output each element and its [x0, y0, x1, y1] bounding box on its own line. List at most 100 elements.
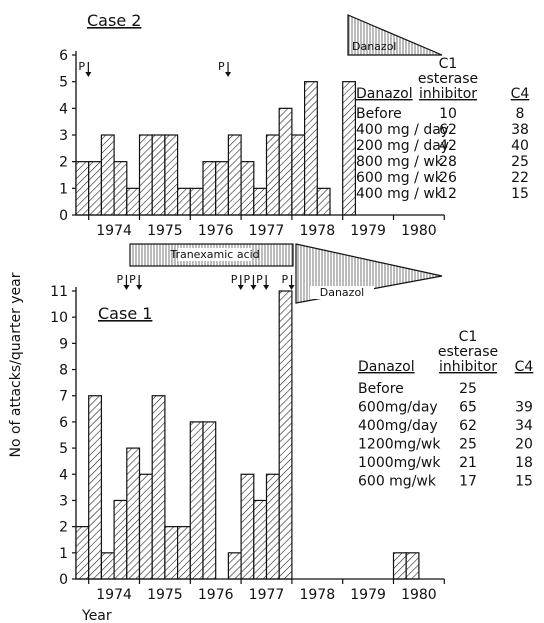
c1-row-c1: 17 [459, 474, 477, 490]
case2-bars [75, 81, 357, 216]
c2-y-tick-label: 5 [59, 75, 68, 91]
c2-row-c4: 15 [511, 186, 529, 202]
tranexamic-acid-label: Tranexamic acid [169, 248, 259, 261]
c1-p-marker: P [282, 273, 295, 290]
c2-bar-1975-Q1 [138, 134, 153, 216]
c2-row-c4: 8 [516, 106, 525, 122]
c2-row-dose: Before [356, 106, 402, 122]
c2-bar-1978-Q2 [304, 81, 318, 216]
c2-header-danazol: Danazol [356, 86, 413, 102]
c2-y-tick-label: 3 [59, 128, 68, 144]
c2-row-c4: 22 [511, 170, 529, 186]
c1-bar-1975-Q1 [138, 473, 153, 580]
c2-y-tick-label: 1 [59, 181, 68, 197]
c2-bar-1979-Q1 [342, 81, 357, 216]
c2-bar-1974-Q3 [113, 161, 128, 216]
c2-year-label: 1979 [350, 223, 386, 239]
c2-bar-1977-Q2 [253, 187, 268, 216]
case1-title: Case 1 [98, 304, 152, 323]
c1-year-label: 1975 [147, 587, 183, 603]
c2-header-inhibitor: inhibitor [419, 86, 477, 102]
c1-bar-1980-Q2 [405, 552, 420, 580]
c2-year-label: 1976 [198, 223, 234, 239]
c1-row-dose: Before [358, 381, 404, 397]
c1-row-dose: 600mg/day [358, 400, 438, 416]
case1-x-axis: 1974 1975 1976 1977 1978 1979 1980 [76, 578, 445, 603]
c1-row-dose: 600 mg/wk [358, 474, 437, 490]
c1-y-tick-label: 9 [59, 336, 68, 352]
c1-p-marker: P [116, 273, 130, 290]
c1-header-danazol: Danazol [358, 359, 415, 375]
c1-bar-1974-Q1 [88, 395, 102, 580]
c2-row-dose: 200 mg / day [356, 138, 449, 154]
c1-p-marker: P [231, 273, 244, 290]
c1-bar-1975-Q4 [177, 526, 191, 580]
c1-bar-1976-Q2 [202, 421, 217, 580]
c1-p-arrowhead [288, 285, 295, 290]
c2-y-tick-label: 2 [59, 155, 68, 171]
c1-year-label: 1974 [96, 587, 132, 603]
case1-bars [75, 290, 420, 580]
c1-p-arrowhead [136, 285, 143, 290]
c2-bar-1977-Q1 [240, 161, 255, 216]
c1-row-c1: 25 [459, 381, 477, 397]
c2-p-arrowhead [225, 72, 232, 77]
c1-p-arrowhead [237, 285, 244, 290]
c1-bar-1980-Q1 [392, 552, 407, 580]
c2-row-c4: 40 [511, 138, 529, 154]
c1-row-dose: 1200mg/wk [358, 437, 441, 453]
c2-bar-1975-Q4 [177, 187, 191, 216]
c1-bar-1975-Q3 [164, 526, 179, 580]
c1-header-c4: C4 [515, 359, 534, 375]
c2-bar-1973-Q4 [75, 161, 90, 216]
c2-header-c4: C4 [511, 86, 530, 102]
c1-row-c4: 18 [515, 455, 533, 471]
c2-bar-1974-Q2 [100, 134, 115, 216]
c2-row-dose: 400 mg / day [356, 122, 449, 138]
c1-y-tick-label: 3 [59, 493, 68, 509]
c1-y-tick-label: 8 [59, 363, 68, 379]
case1-y-axis: 0 1 2 3 4 5 6 7 8 9 10 11 [50, 284, 77, 588]
c1-bar-1977-Q4 [278, 290, 293, 580]
c1-bar-1977-Q2 [253, 499, 268, 580]
c1-bar-1974-Q2 [100, 552, 115, 580]
c2-bar-1978-Q1 [291, 134, 306, 216]
c1-row-dose: 400mg/day [358, 418, 438, 434]
c2-bar-1977-Q4 [278, 107, 293, 216]
c1-p-label: P [129, 273, 136, 286]
c1-y-tick-label: 10 [50, 310, 68, 326]
c2-row-dose: 400 mg / wk [356, 186, 444, 202]
c1-bar-1977-Q1 [240, 473, 255, 580]
c2-row-c1: 12 [439, 186, 457, 202]
c2-p-marker: P [218, 60, 232, 77]
c1-p-arrowhead [263, 285, 270, 290]
c1-p-arrowhead [123, 285, 130, 290]
c2-y-tick-label: 0 [59, 208, 68, 224]
c2-row-dose: 800 mg / wk [356, 154, 444, 170]
c2-bar-1977-Q3 [265, 134, 280, 216]
c2-bar-1974-Q4 [126, 187, 141, 216]
c2-bar-1974-Q1 [88, 161, 102, 216]
c1-row-c4: 39 [515, 400, 533, 416]
c2-row-c4: 38 [511, 122, 529, 138]
y-axis-label: No of attacks/quarter year [8, 272, 24, 457]
c1-header-c1: C1 [459, 329, 478, 345]
c1-y-tick-label: 5 [59, 441, 68, 457]
c1-row-c4: 20 [515, 437, 533, 453]
c2-row-dose: 600 mg / wk [356, 170, 444, 186]
case2-x-axis: 1974 1975 1976 1977 1978 1979 1980 [76, 214, 445, 239]
c1-p-label: P [282, 273, 289, 286]
c2-year-label: 1980 [401, 223, 437, 239]
c1-year-label: 1980 [401, 587, 437, 603]
c1-p-label: P [116, 273, 123, 286]
c2-bar-1976-Q4 [227, 134, 242, 216]
c2-row-c1: 28 [439, 154, 457, 170]
c1-year-label: 1977 [249, 587, 285, 603]
c1-year-label: 1979 [350, 587, 386, 603]
c2-bar-1976-Q1 [189, 187, 204, 216]
c1-y-tick-label: 4 [59, 467, 68, 483]
